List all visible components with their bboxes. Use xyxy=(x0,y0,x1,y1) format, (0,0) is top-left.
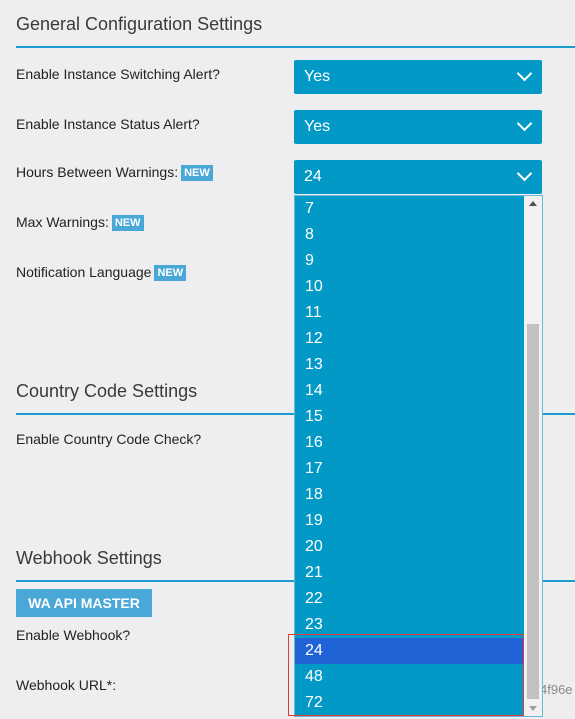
dropdown-option[interactable]: 21 xyxy=(305,564,323,581)
hours-between-warnings-select[interactable]: 24 xyxy=(294,160,542,194)
notification-language-label: Notification Language NEW xyxy=(16,264,187,281)
dropdown-option[interactable]: 7 xyxy=(305,200,314,217)
general-settings-divider xyxy=(16,46,575,48)
webhook-url-input[interactable]: 4f96e xyxy=(540,682,573,697)
dropdown-option[interactable]: 18 xyxy=(305,486,323,503)
new-badge: NEW xyxy=(154,265,187,281)
status-alert-label: Enable Instance Status Alert? xyxy=(16,116,200,132)
webhook-url-label: Webhook URL*: xyxy=(16,677,117,693)
webhook-settings-title: Webhook Settings xyxy=(16,548,162,568)
scroll-down-icon[interactable] xyxy=(529,706,537,711)
dropdown-option[interactable]: 19 xyxy=(305,512,323,529)
dropdown-option[interactable]: 17 xyxy=(305,460,323,477)
notification-language-text: Notification Language xyxy=(16,264,152,280)
scroll-up-icon[interactable] xyxy=(529,201,537,206)
dropdown-option[interactable]: 10 xyxy=(305,278,323,295)
dropdown-scrollbar[interactable] xyxy=(524,196,542,716)
dropdown-option[interactable]: 12 xyxy=(305,330,323,347)
enable-webhook-label: Enable Webhook? xyxy=(16,627,131,643)
switching-alert-label: Enable Instance Switching Alert? xyxy=(16,66,220,82)
chevron-down-icon xyxy=(516,115,533,132)
hours-between-warnings-value: 24 xyxy=(304,168,322,185)
scroll-thumb[interactable] xyxy=(527,324,539,699)
dropdown-option[interactable]: 8 xyxy=(305,226,314,243)
status-alert-value: Yes xyxy=(304,118,331,135)
dropdown-option[interactable]: 9 xyxy=(305,252,314,269)
dropdown-option[interactable]: 20 xyxy=(305,538,323,555)
new-badge: NEW xyxy=(111,215,144,231)
hours-dropdown-list[interactable]: 7 8 9 10 11 12 13 14 15 16 17 18 19 20 2… xyxy=(294,195,543,717)
hours-between-warnings-label: Hours Between Warnings: NEW xyxy=(16,164,213,181)
hours-between-warnings-text: Hours Between Warnings: xyxy=(16,164,179,180)
dropdown-option[interactable]: 13 xyxy=(305,356,323,373)
dropdown-option[interactable]: 15 xyxy=(305,408,323,425)
switching-alert-select[interactable]: Yes xyxy=(294,60,542,94)
switching-alert-value: Yes xyxy=(304,68,331,85)
status-alert-select[interactable]: Yes xyxy=(294,110,542,144)
chevron-down-icon xyxy=(516,65,533,82)
general-settings-title: General Configuration Settings xyxy=(16,14,263,34)
dropdown-option[interactable]: 72 xyxy=(305,694,323,711)
dropdown-option[interactable]: 48 xyxy=(305,668,323,685)
wa-api-master-button[interactable]: WA API MASTER xyxy=(16,589,152,617)
country-code-check-label: Enable Country Code Check? xyxy=(16,431,202,447)
dropdown-option[interactable]: 11 xyxy=(305,304,322,321)
new-badge: NEW xyxy=(181,165,213,181)
max-warnings-label: Max Warnings: NEW xyxy=(16,214,144,231)
dropdown-option[interactable]: 14 xyxy=(305,382,323,399)
dropdown-option[interactable]: 16 xyxy=(305,434,323,451)
dropdown-option[interactable]: 23 xyxy=(305,616,323,633)
max-warnings-text: Max Warnings: xyxy=(16,214,109,230)
country-settings-title: Country Code Settings xyxy=(16,381,198,401)
dropdown-option[interactable]: 22 xyxy=(305,590,323,607)
dropdown-option-selected[interactable]: 24 xyxy=(295,638,524,664)
chevron-down-icon xyxy=(516,165,533,182)
